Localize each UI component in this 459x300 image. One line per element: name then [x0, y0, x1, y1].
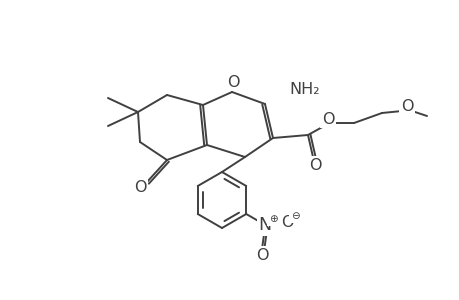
Text: O: O — [256, 248, 268, 262]
Text: ⊕: ⊕ — [269, 214, 277, 224]
Text: O: O — [134, 179, 146, 194]
Text: O: O — [400, 98, 412, 113]
Text: O: O — [308, 158, 320, 172]
Text: O: O — [321, 112, 334, 127]
Text: ⊖: ⊖ — [290, 211, 299, 221]
Text: N: N — [258, 216, 271, 234]
Text: NH₂: NH₂ — [288, 82, 319, 97]
Text: O: O — [280, 214, 293, 230]
Text: O: O — [226, 74, 239, 89]
